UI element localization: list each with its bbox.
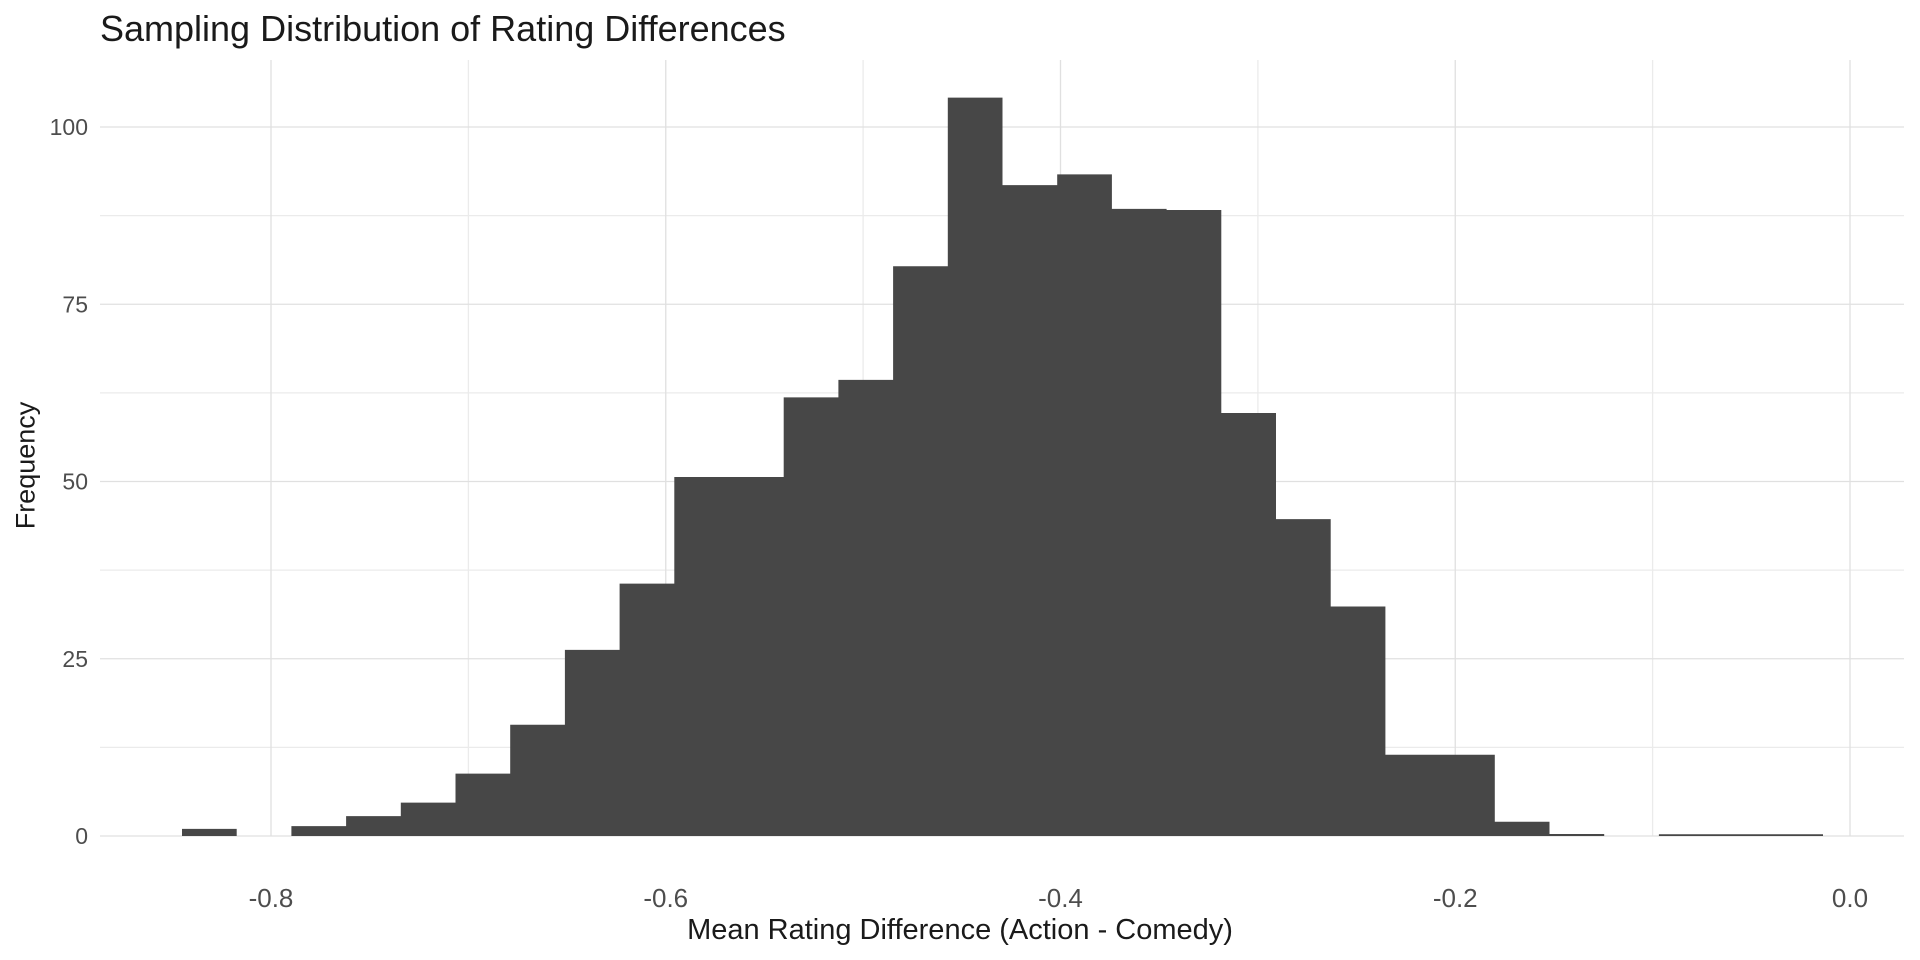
svg-text:-0.8: -0.8 bbox=[249, 883, 294, 913]
svg-text:75: 75 bbox=[62, 291, 88, 317]
svg-text:25: 25 bbox=[62, 646, 88, 672]
svg-text:100: 100 bbox=[50, 114, 88, 140]
svg-text:50: 50 bbox=[62, 469, 88, 495]
svg-text:-0.2: -0.2 bbox=[1433, 883, 1478, 913]
svg-text:0: 0 bbox=[75, 823, 88, 849]
svg-text:-0.6: -0.6 bbox=[643, 883, 688, 913]
svg-text:-0.4: -0.4 bbox=[1038, 883, 1083, 913]
svg-text:0.0: 0.0 bbox=[1832, 883, 1868, 913]
